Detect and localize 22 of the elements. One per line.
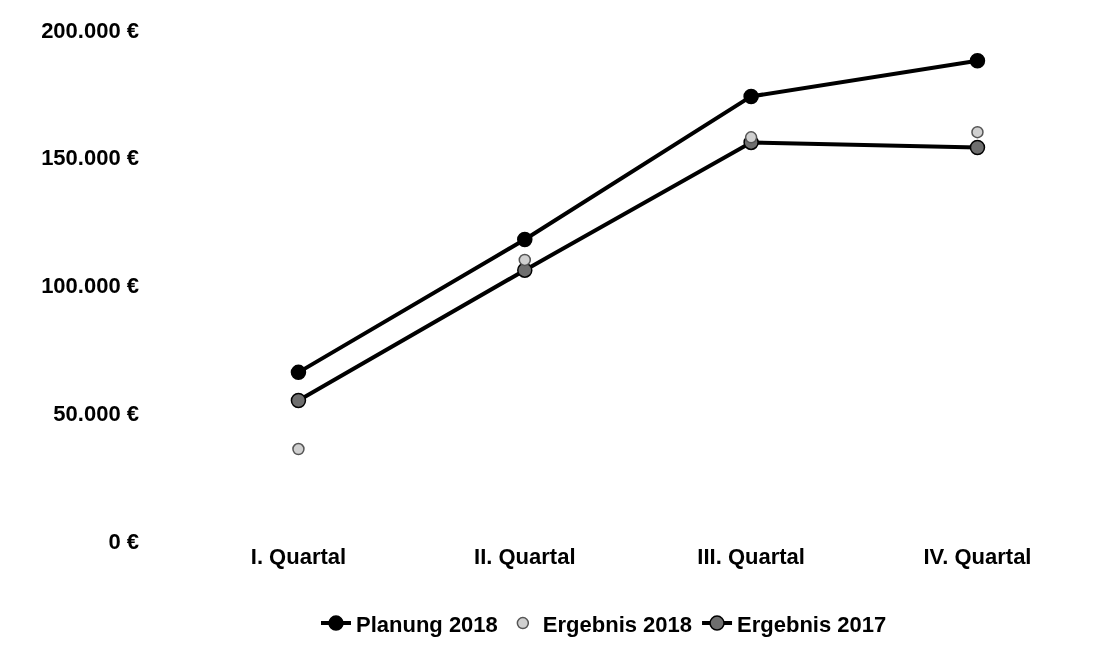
y-tick-label: 150.000 € [41, 145, 139, 171]
x-tick-label: IV. Quartal [923, 544, 1032, 569]
point [743, 88, 759, 105]
x-tick-label: III. Quartal [697, 544, 805, 569]
y-tick-label: 100.000 € [41, 273, 139, 299]
point [969, 52, 986, 69]
point [290, 392, 307, 409]
point [971, 125, 984, 139]
point [290, 364, 307, 381]
legend-label: Ergebnis 2018 [542, 611, 693, 637]
point [292, 442, 305, 456]
point [517, 231, 533, 248]
y-tick-label: 0 € [108, 528, 139, 554]
y-tick-label: 50.000 € [53, 400, 139, 426]
legend-label: Ergebnis 2017 [737, 611, 887, 637]
x-tick-label: II. Quartal [474, 544, 576, 569]
point [744, 131, 758, 144]
x-tick-label: I. Quartal [250, 544, 347, 569]
point [969, 139, 986, 156]
point [518, 253, 532, 267]
legend-label: Planung 2018 [356, 611, 498, 637]
y-tick-label: 200.000 € [41, 17, 139, 43]
